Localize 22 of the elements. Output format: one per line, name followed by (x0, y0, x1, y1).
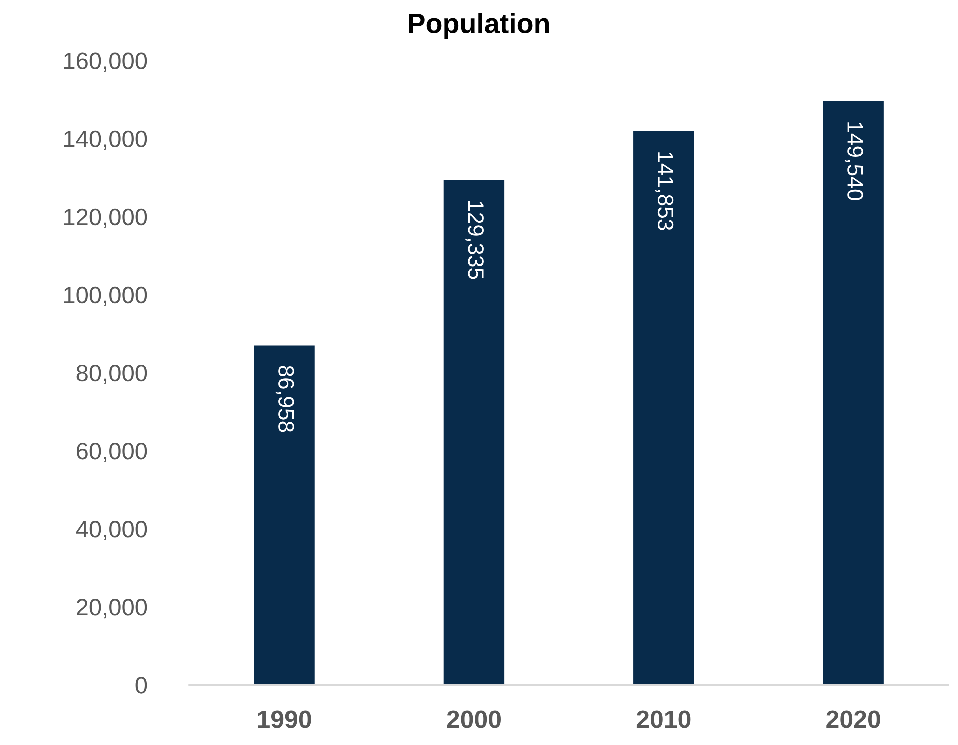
y-tick-label: 60,000 (77, 442, 148, 462)
data-label: 149,540 (844, 122, 864, 200)
bar (634, 132, 694, 686)
y-tick-label: 120,000 (64, 208, 148, 228)
x-tick-label: 2020 (826, 710, 880, 728)
bar (254, 346, 315, 686)
data-label: 141,853 (655, 152, 674, 230)
y-tick-label: 160,000 (64, 52, 148, 72)
data-label: 129,335 (466, 202, 484, 280)
x-tick-label: 2000 (447, 710, 501, 728)
y-tick-label: 40,000 (76, 521, 148, 541)
data-label: 86,958 (276, 366, 294, 432)
y-tick-label: 0 (136, 677, 148, 694)
chart-title: Population (409, 13, 550, 40)
y-tick-label: 140,000 (64, 130, 148, 150)
y-tick-label: 20,000 (76, 599, 148, 619)
bar (823, 102, 884, 686)
x-tick-label: 2010 (636, 710, 691, 728)
bar (444, 180, 505, 686)
y-tick-label: 100,000 (64, 286, 148, 306)
y-tick-label: 80,000 (76, 364, 148, 384)
x-tick-label: 1990 (258, 710, 312, 728)
